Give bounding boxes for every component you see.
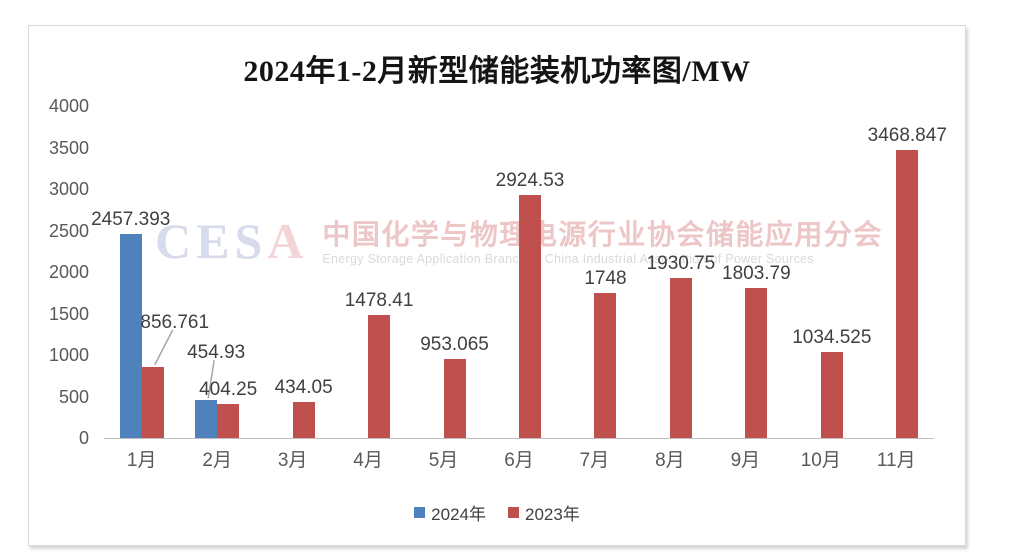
x-label-4月: 4月 [353, 450, 383, 471]
x-label-6月: 6月 [504, 450, 534, 471]
y-tick-0: 0 [78, 428, 89, 448]
bar-2023年-8月 [669, 277, 692, 438]
data-label-2023年-9月: 1803.79 [722, 263, 791, 285]
legend-item-2024年: 2024年 [414, 500, 486, 525]
y-tick-2500: 2500 [48, 220, 89, 241]
y-axis: 0 500 1000 1500 2000 2500 3000 3500 4000 [29, 96, 95, 448]
x-label-7月: 7月 [579, 450, 610, 471]
data-label-2023年-7月: 1748 [584, 267, 627, 289]
bar-2023年-10月 [820, 352, 843, 438]
y-tick-3000: 3000 [48, 179, 89, 199]
data-label-2023年-10月: 1034.525 [792, 327, 872, 349]
legend: 2024年 2023年 [29, 500, 965, 525]
legend-label-2023年: 2023年 [525, 505, 580, 524]
data-label-2023年-8月: 1930.75 [646, 252, 716, 274]
data-label-2023年-3月: 434.05 [274, 376, 333, 398]
bar-2023年-3月 [292, 401, 315, 438]
x-label-5月: 5月 [428, 450, 459, 471]
bar-2023年-1月 [141, 366, 164, 438]
y-tick-1000: 1000 [48, 345, 89, 365]
data-label-2023年-11月: 3468.847 [867, 125, 947, 147]
leader-lines [154, 329, 215, 399]
legend-swatch-2024年 [414, 507, 426, 518]
data-label-2023年-6月: 2924.53 [495, 170, 565, 192]
x-label-11月: 11月 [876, 450, 916, 471]
bar-2023年-9月 [745, 288, 768, 438]
chart-title: 2024年1-2月新型储能装机功率图/MW [243, 55, 751, 88]
leader-line-2024年-2月 [207, 360, 215, 399]
data-label-2023年-2月: 404.25 [199, 379, 258, 401]
x-axis: 1月 2月 3月 4月 5月 6月 7月 8月 9月 10月 11月 [104, 450, 934, 476]
bar-2023年-2月 [217, 404, 240, 438]
bar-2023年-5月 [443, 358, 466, 438]
chart-frame: 2024年1-2月新型储能装机功率图/MW CESA 中国化学与物理电源行业协会… [28, 25, 966, 546]
bar-2023年-7月 [594, 292, 617, 438]
x-label-3月: 3月 [277, 450, 308, 471]
legend-swatch-2023年 [508, 507, 519, 518]
legend-label-2024年: 2024年 [431, 505, 486, 524]
y-tick-500: 500 [58, 386, 89, 407]
x-label-2月: 2月 [202, 450, 232, 471]
y-tick-1500: 1500 [48, 303, 89, 324]
plot-area: 2457.393 856.761 454.93 404.25 434.05 1478.41… [91, 106, 947, 439]
y-tick-4000: 4000 [48, 96, 89, 116]
y-tick-2000: 2000 [48, 262, 89, 282]
x-label-8月: 8月 [655, 450, 685, 471]
bar-2024年-1月 [119, 234, 142, 438]
bar-2023年-4月 [368, 315, 391, 438]
data-label-2023年-1月: 856.761 [140, 311, 210, 333]
data-label-2024年-2月: 454.93 [187, 342, 246, 364]
legend-item-2023年: 2023年 [508, 500, 580, 525]
data-label-2023年-5月: 953.065 [420, 333, 489, 355]
x-label-1月: 1月 [126, 450, 157, 471]
x-label-9月: 9月 [730, 450, 761, 471]
bar-2023年-11月 [896, 150, 919, 438]
data-label-2024年-1月: 2457.393 [91, 209, 171, 231]
data-label-2023年-4月: 1478.41 [344, 290, 414, 312]
bar-2023年-6月 [519, 195, 541, 438]
y-tick-3500: 3500 [48, 137, 89, 158]
x-label-10月: 10月 [800, 450, 841, 471]
bar-2024年-2月 [195, 400, 218, 438]
leader-line-2023年-1月 [154, 329, 174, 366]
